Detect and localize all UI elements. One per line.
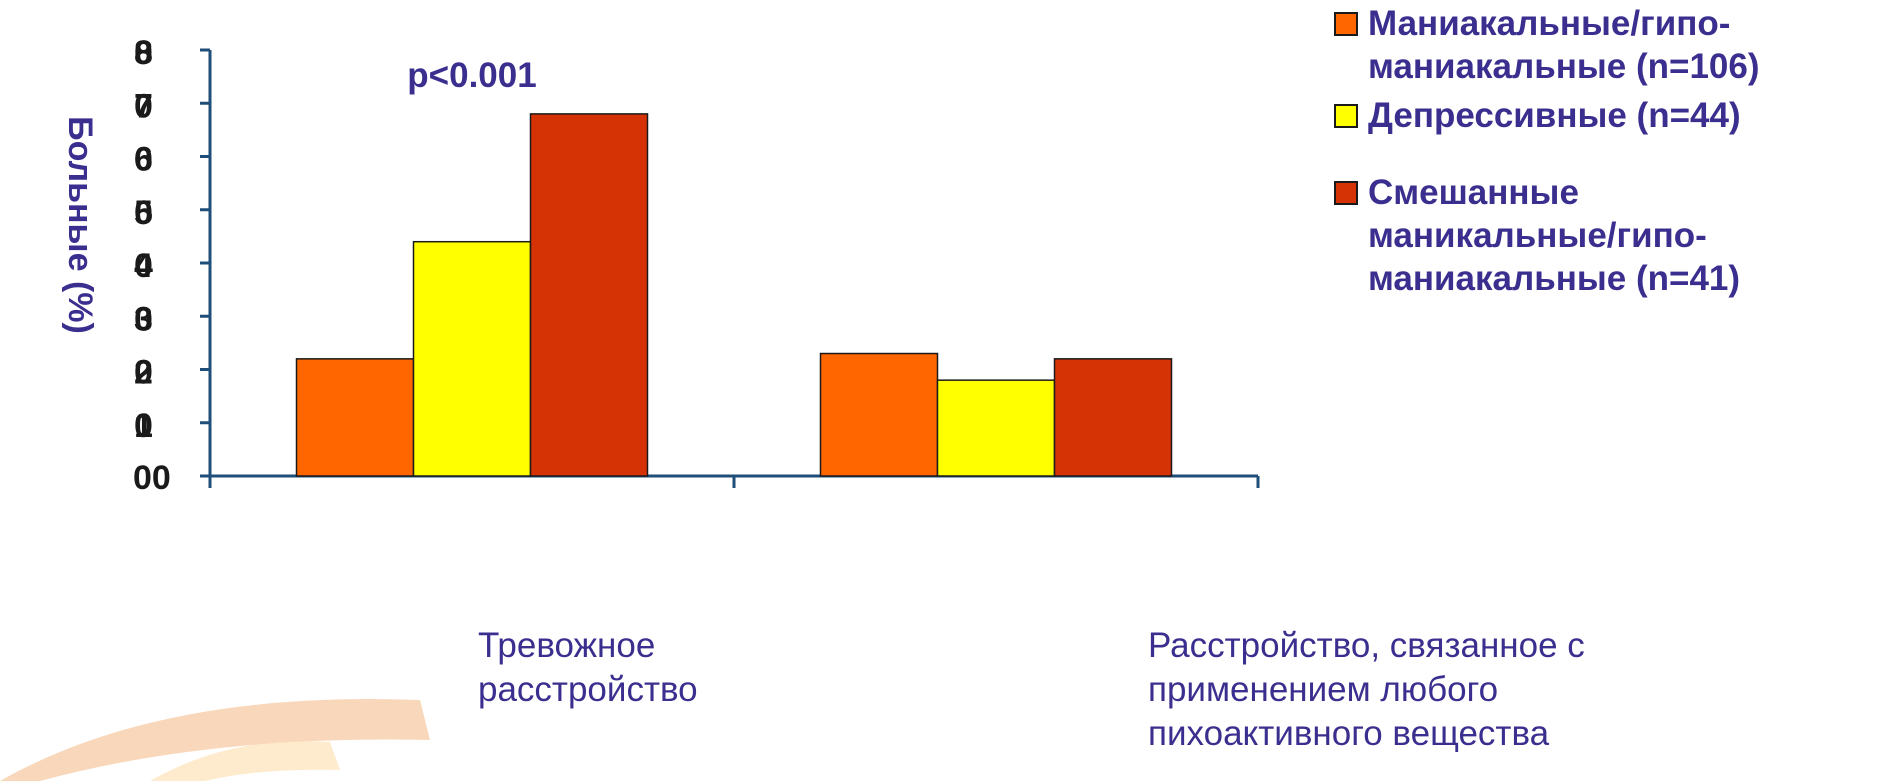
- bar-series2-cat1: [1053, 358, 1173, 477]
- bar-series2-cat0: [529, 113, 649, 477]
- legend-swatch-manic: [1334, 12, 1358, 36]
- bar-series1-cat1: [936, 379, 1056, 477]
- legend-item-manic: Маниакальные/гипо- маниакальные (n=106): [1334, 2, 1878, 88]
- decorative-arc: [0, 699, 430, 781]
- x-axis: [208, 474, 1260, 488]
- bars: [295, 113, 1173, 477]
- y-tick-label: 0: [134, 34, 153, 72]
- y-tick-label: 0: [134, 354, 153, 392]
- y-tick-label: 0: [134, 407, 153, 445]
- bar-series0-cat1: [819, 352, 939, 477]
- y-tick-label-overlay: 2: [134, 354, 153, 392]
- y-tick-label-overlay: 5: [134, 194, 153, 232]
- annotations: p<0.001: [407, 56, 536, 95]
- y-tick-label: 0: [134, 300, 153, 338]
- legend-label-manic: Маниакальные/гипо- маниакальные (n=106): [1368, 4, 1760, 86]
- bar-series0-cat0: [295, 358, 415, 477]
- legend-item-depressive: Депрессивные (n=44): [1334, 94, 1878, 137]
- y-tick-label-overlay: 3: [134, 300, 153, 338]
- p-value-annotation: p<0.001: [407, 56, 536, 95]
- legend-swatch-mixed: [1334, 181, 1358, 205]
- y-tick-label-overlay: 1: [134, 407, 153, 445]
- y-tick-label: 0: [134, 194, 153, 232]
- legend-swatch-depressive: [1334, 104, 1358, 128]
- y-tick-label: 00: [133, 459, 171, 497]
- y-tick-label-overlay: 8: [134, 34, 153, 72]
- bar-series1-cat0: [412, 240, 532, 477]
- y-tick-label-overlay: 6: [134, 141, 153, 179]
- decorative-arc-inner: [150, 741, 340, 781]
- x-category-label-substance: Расстройство, связанное с применением лю…: [1148, 626, 1585, 753]
- y-tick-label-overlay: 4: [134, 247, 153, 285]
- x-category-label-anxiety: Тревожное расстройство: [478, 626, 698, 709]
- y-tick-label: 0: [134, 141, 153, 179]
- y-tick-label: 0: [134, 87, 153, 125]
- y-tick-label: 0: [134, 247, 153, 285]
- y-tick-label-overlay: 7: [134, 87, 153, 125]
- legend: Маниакальные/гипо- маниакальные (n=106) …: [1334, 2, 1878, 306]
- legend-label-mixed: Смешанные маникальные/гипо- маниакальные…: [1368, 173, 1741, 298]
- legend-item-mixed: Смешанные маникальные/гипо- маниакальные…: [1334, 171, 1878, 300]
- y-axis-label: Больные (%): [61, 116, 99, 334]
- legend-label-depressive: Депрессивные (n=44): [1368, 96, 1741, 135]
